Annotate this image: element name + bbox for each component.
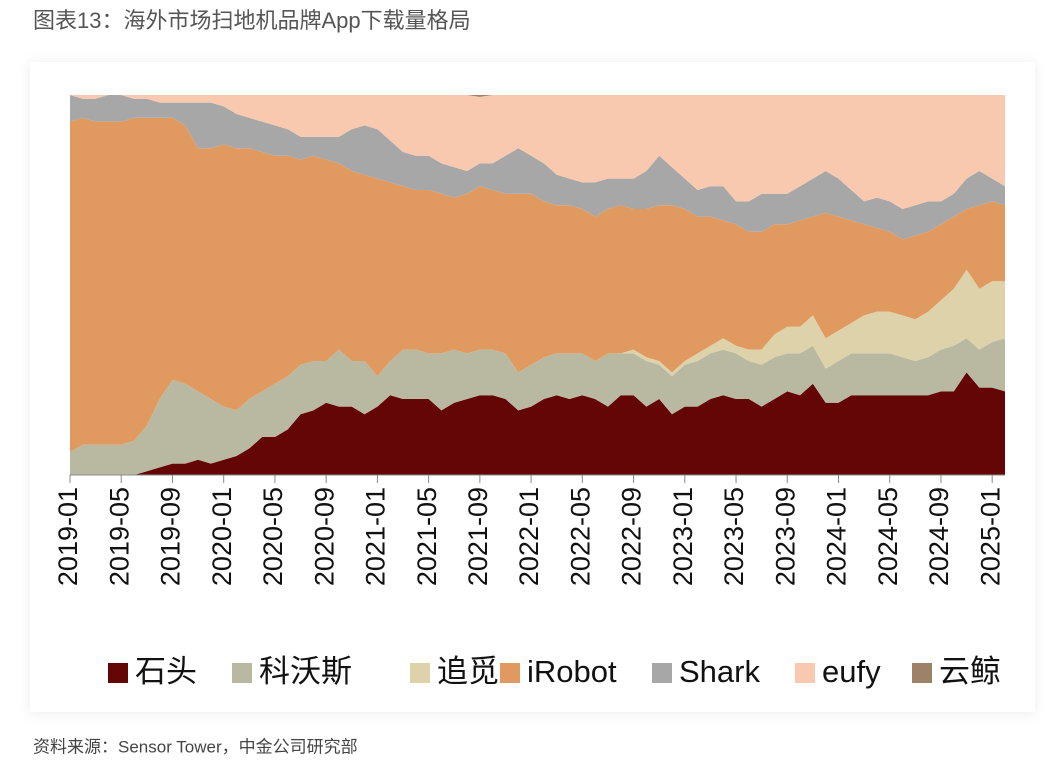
source-note: 资料来源：Sensor Tower，中金公司研究部: [33, 737, 358, 756]
x-tick-label: 2022-09: [617, 487, 647, 586]
x-tick-label: 2021-01: [361, 487, 391, 586]
x-tick-label: 2019-01: [53, 487, 83, 586]
legend-swatch: [500, 663, 520, 683]
x-tick-label: 2023-05: [719, 487, 749, 586]
x-tick-label: 2023-01: [668, 487, 698, 586]
plot-area: [70, 95, 1005, 475]
legend-swatch: [232, 663, 252, 683]
legend-swatch: [410, 663, 430, 683]
x-tick-label: 2020-09: [309, 487, 339, 586]
legend: 石头 科沃斯 追觅 iRobot Shark eufy 云鲸: [108, 654, 1001, 689]
legend-swatch: [108, 663, 128, 683]
area: [70, 95, 1005, 240]
x-tick-label: 2022-05: [565, 487, 595, 586]
x-tick-label: 2024-01: [822, 487, 852, 586]
legend-label: 云鲸: [939, 654, 1001, 689]
x-tick-label: 2020-05: [258, 487, 288, 586]
legend-label: eufy: [822, 654, 881, 689]
x-tick-label: 2024-05: [873, 487, 903, 586]
x-tick-label: 2019-09: [156, 487, 186, 586]
legend-label: 科沃斯: [259, 654, 352, 689]
x-tick-label: 2025-01: [975, 487, 1005, 586]
legend-label: iRobot: [527, 654, 617, 689]
area: [70, 338, 1005, 475]
chart-title: 图表13：海外市场扫地机品牌App下载量格局: [33, 8, 471, 33]
legend-label: 追觅: [437, 654, 499, 689]
x-tick-label: 2021-09: [463, 487, 493, 586]
area: [70, 95, 1005, 209]
x-tick-label: 2023-09: [770, 487, 800, 586]
legend-swatch: [652, 663, 672, 683]
x-tick-label: 2021-05: [412, 487, 442, 586]
area: [70, 117, 1005, 453]
legend-swatch: [795, 663, 815, 683]
legend-swatch: [912, 663, 932, 683]
x-axis: 2019-01 2019-05 2019-09 2020-01 2020-05 2020-…: [53, 474, 1005, 586]
x-tick-label: 2024-09: [924, 487, 954, 586]
x-tick-label: 2019-05: [104, 487, 134, 586]
x-tick-label: 2022-01: [514, 487, 544, 586]
area: [70, 372, 1005, 475]
x-tick-label: 2020-01: [207, 487, 237, 586]
legend-label: 石头: [135, 654, 197, 689]
legend-label: Shark: [679, 654, 760, 689]
